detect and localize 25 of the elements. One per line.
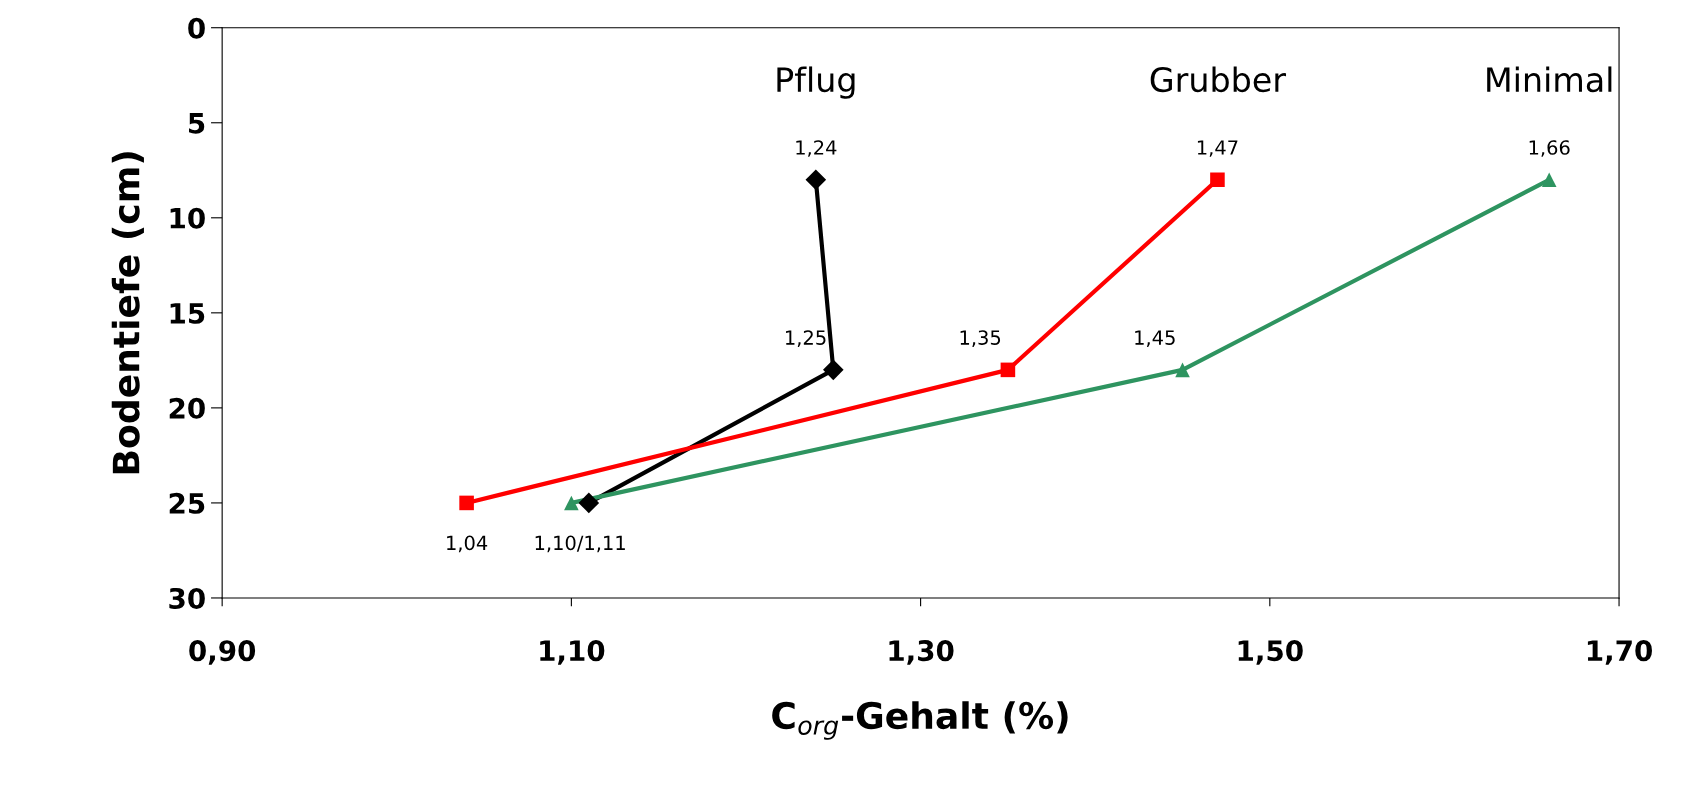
x-tick-label: 0,90 <box>189 640 256 665</box>
data-label: 1,25 <box>786 330 826 347</box>
text: Minimal <box>1487 66 1612 93</box>
y-tick-label: 30 <box>169 587 205 609</box>
data-label: 1,04 <box>447 535 488 553</box>
text: Grubber <box>1150 66 1287 93</box>
x-axis-title: C$_{org}$-Gehalt (%) <box>772 701 1068 740</box>
y-tick-label: 0 <box>188 17 205 39</box>
y-tick-label: 25 <box>169 492 205 514</box>
x-tick-label: 1,50 <box>1238 640 1303 665</box>
x-tick-label: 1,70 <box>1587 640 1652 665</box>
x-tick-label: 1,30 <box>889 640 954 665</box>
y-tick-label: 20 <box>169 397 205 419</box>
data-label: 1,47 <box>1197 140 1238 157</box>
text: Pflug <box>777 66 855 99</box>
data-label: 1,35 <box>960 330 1001 347</box>
y-tick-label: 5 <box>189 113 205 134</box>
y-axis-title: Bodentiefe (cm) <box>111 152 144 474</box>
y-tick-label: 15 <box>170 303 205 324</box>
y-tick-label: 10 <box>170 207 205 229</box>
x-tick-label: 1,10 <box>540 640 605 665</box>
annotation: 1,10/1,11 <box>535 535 625 553</box>
data-label: 1,45 <box>1135 330 1175 347</box>
data-label: 1,24 <box>796 140 837 157</box>
data-label: 1,66 <box>1529 140 1570 157</box>
